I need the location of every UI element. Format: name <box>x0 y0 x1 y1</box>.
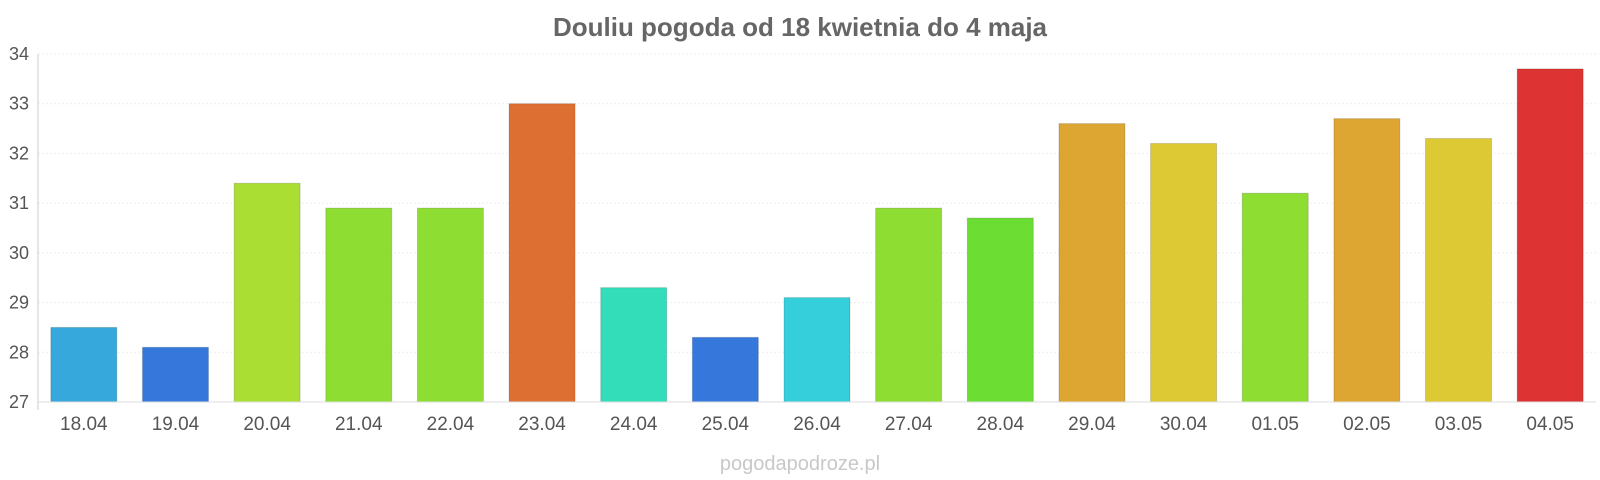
x-tick-label: 04.05 <box>1526 414 1574 435</box>
y-tick-label: 28 <box>9 342 29 362</box>
y-tick-label: 27 <box>9 392 29 412</box>
bars <box>50 68 1584 403</box>
x-tick-label: 27.04 <box>885 414 933 435</box>
x-tick-label: 19.04 <box>152 414 200 435</box>
x-tick-label: 18.04 <box>60 414 108 435</box>
y-tick-label: 30 <box>9 243 29 263</box>
bar-04.05 <box>1516 68 1584 403</box>
y-tick-label: 29 <box>9 293 29 313</box>
bar-18.04 <box>50 326 118 403</box>
x-tick-label: 22.04 <box>427 414 475 435</box>
x-tick-label: 28.04 <box>977 414 1025 435</box>
bar-29.04 <box>1058 123 1126 403</box>
x-tick-label: 03.05 <box>1435 414 1483 435</box>
bar-02.05 <box>1333 118 1401 403</box>
watermark: pogodapodroze.pl <box>720 453 880 475</box>
x-tick-label: 21.04 <box>335 414 383 435</box>
bar-30.04 <box>1150 142 1218 403</box>
bar-23.04 <box>508 103 576 403</box>
bar-20.04 <box>233 182 301 403</box>
bar-19.04 <box>141 346 209 403</box>
y-tick-label: 31 <box>9 193 29 213</box>
bar-01.05 <box>1241 192 1309 403</box>
x-tick-label: 20.04 <box>243 414 291 435</box>
x-tick-label: 29.04 <box>1068 414 1116 435</box>
y-tick-label: 34 <box>9 44 29 64</box>
bar-03.05 <box>1425 138 1493 403</box>
x-tick-label: 02.05 <box>1343 414 1391 435</box>
bar-22.04 <box>416 207 484 403</box>
x-axis: 18.04 19.04 20.04 21.04 22.04 23.04 24.04 25.04… <box>38 401 1596 435</box>
x-tick-label: 01.05 <box>1251 414 1299 435</box>
chart-title: Douliu pogoda od 18 kwietnia do 4 maja <box>553 12 1048 42</box>
bar-27.04 <box>875 207 943 403</box>
x-tick-label: 25.04 <box>702 414 750 435</box>
bar-28.04 <box>966 217 1034 403</box>
x-tick-label: 30.04 <box>1160 414 1208 435</box>
y-axis: 27 28 29 30 31 32 33 34 <box>9 44 39 412</box>
x-tick-label: 23.04 <box>518 414 566 435</box>
bar-26.04 <box>783 297 851 403</box>
y-tick-label: 33 <box>9 94 29 114</box>
bar-24.04 <box>600 287 668 403</box>
y-tick-label: 32 <box>9 143 29 163</box>
x-tick-label: 24.04 <box>610 414 658 435</box>
bar-21.04 <box>325 207 393 403</box>
bar-25.04 <box>691 336 759 403</box>
x-tick-label: 26.04 <box>793 414 841 435</box>
